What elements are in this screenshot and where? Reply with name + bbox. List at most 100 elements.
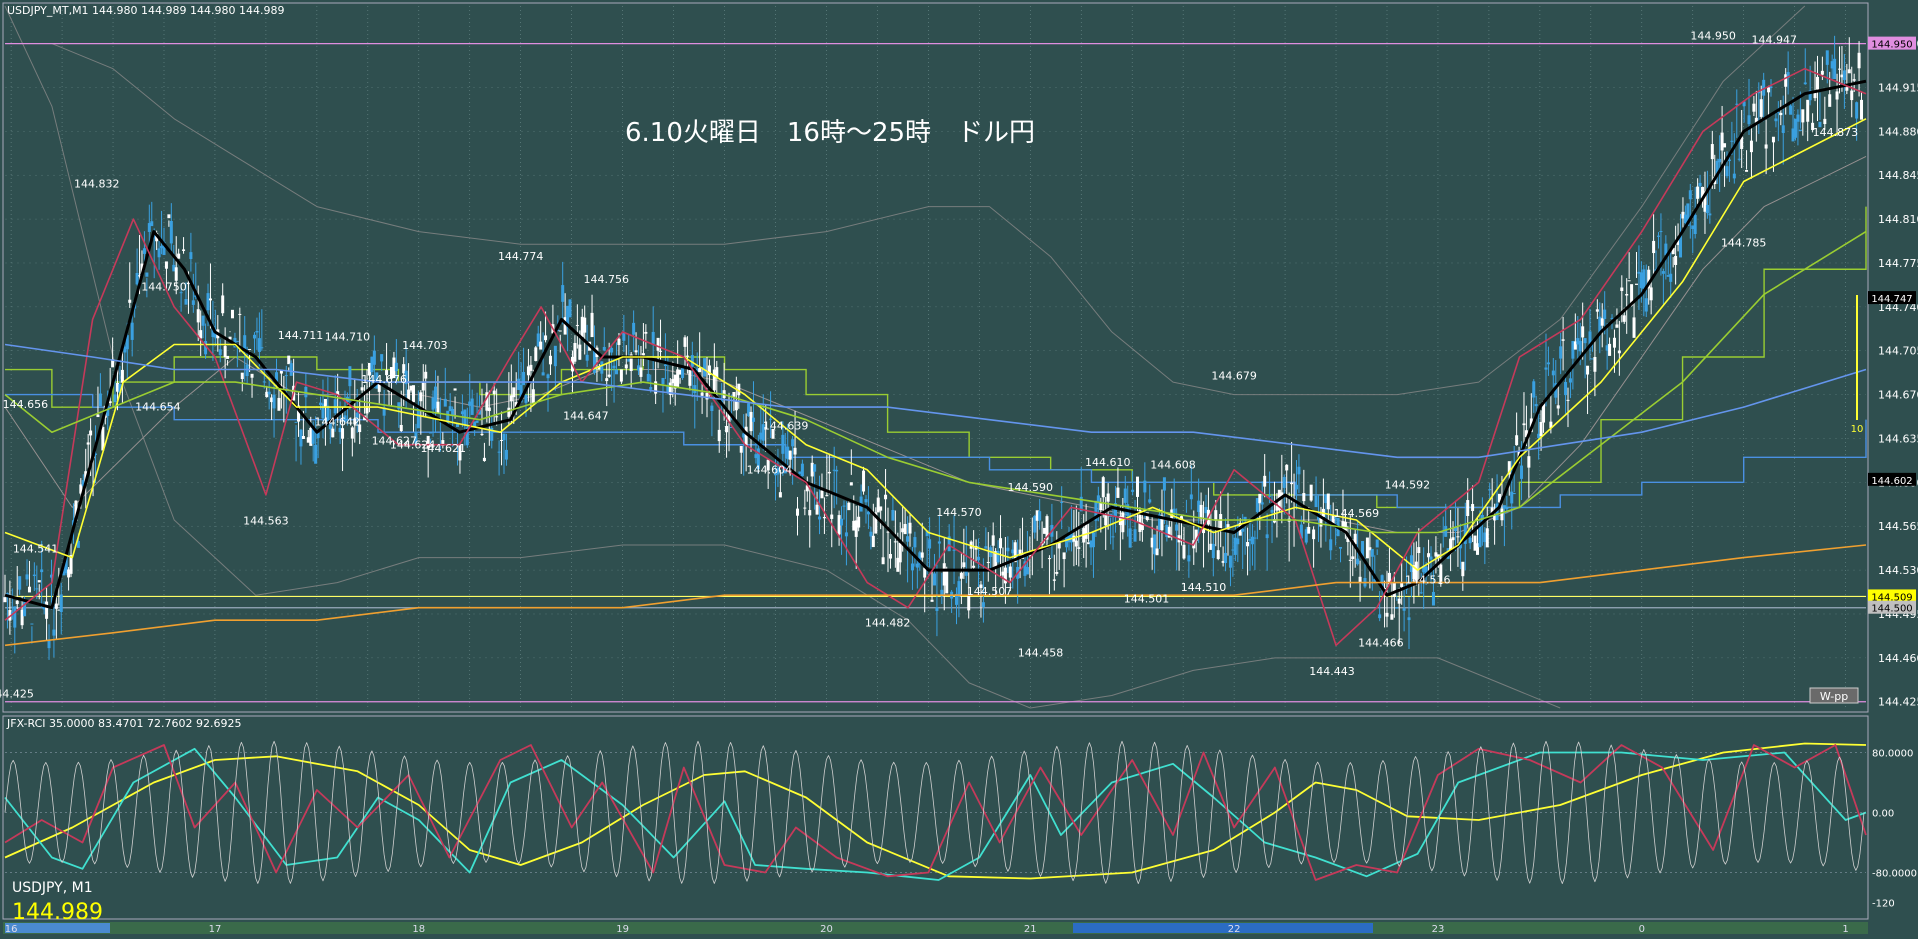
y-tick-label: 144.565 [1878, 520, 1918, 533]
candle-body [1696, 186, 1700, 199]
candle-body [1285, 464, 1289, 471]
candle-body [101, 426, 105, 451]
candle-body [597, 366, 601, 370]
candle-body [1544, 367, 1548, 370]
candle-body [1069, 532, 1073, 543]
series-line [4, 118, 1867, 571]
candle-body [1038, 511, 1042, 521]
candle-body [111, 359, 115, 368]
candle-body [1691, 225, 1695, 230]
candle-body [898, 542, 902, 563]
candle-body [1642, 269, 1646, 290]
candle-body [1241, 528, 1245, 532]
price-annotation: 144.711 [278, 329, 324, 342]
y-tick-label: 144.740 [1878, 301, 1918, 314]
candle-body [125, 335, 129, 350]
candle-body [1539, 421, 1543, 437]
candle-body [1089, 540, 1093, 548]
candle-body [1084, 522, 1088, 539]
candle-body [1233, 537, 1237, 555]
series-line [51, 5, 1806, 396]
candle-body [1231, 549, 1235, 551]
candle-body [1754, 117, 1758, 125]
candle-body [879, 506, 883, 511]
candle-body [446, 410, 450, 426]
candle-body [962, 562, 966, 568]
candle-body [1045, 516, 1049, 540]
candle-body [835, 469, 839, 472]
candle-body [1634, 283, 1638, 285]
candle-body [1424, 566, 1428, 577]
candle-body [492, 390, 496, 395]
candle-body [1488, 489, 1492, 491]
candle-body [1703, 191, 1707, 212]
candle-body [272, 394, 276, 409]
candle-body [526, 366, 530, 376]
candle-body [1011, 549, 1015, 554]
price-tag-label: 144.747 [1871, 294, 1912, 305]
candle-body [62, 564, 66, 576]
candle-body [211, 325, 215, 338]
candle-body [1175, 524, 1179, 531]
candle-body [138, 275, 142, 277]
candle-body [1006, 547, 1010, 552]
candle-body [1595, 309, 1599, 312]
last-price: 144.989 [12, 900, 103, 925]
candle-body [1725, 166, 1729, 177]
candle-body [1341, 521, 1345, 532]
candle-body [1656, 235, 1660, 237]
candle-body [1197, 500, 1201, 513]
candle-body [1603, 309, 1607, 319]
candle-body [475, 420, 479, 423]
candle-body [407, 389, 411, 402]
candle-body [957, 581, 961, 597]
candle-body [940, 589, 944, 597]
price-annotation: 144.832 [74, 178, 120, 191]
candle-body [375, 372, 379, 389]
candle-body [299, 429, 303, 447]
candle-body [1096, 495, 1100, 504]
price-tag-box [1868, 472, 1916, 486]
candle-body [1199, 504, 1203, 519]
x-axis-ticks: 16 17 18 19 20 21 22 23 0 1 [5, 924, 1849, 935]
candle-body [1326, 493, 1330, 510]
candle-body [1368, 547, 1372, 551]
candle-body [1189, 494, 1193, 500]
candle-body [1639, 272, 1643, 289]
candle-body [705, 392, 709, 400]
candle-body [712, 369, 716, 391]
rci-tick-label: -80.0000 [1872, 869, 1917, 880]
candle-body [688, 370, 692, 386]
candle-body [910, 563, 914, 571]
time-scrollbar[interactable] [3, 922, 1868, 934]
candle-body [896, 557, 900, 572]
candle-body [1576, 338, 1580, 345]
candle-body [1265, 534, 1269, 539]
candle-body [495, 416, 499, 418]
candle-body [1723, 143, 1727, 148]
candle-body [262, 381, 266, 383]
candle-body [1160, 515, 1164, 531]
candle-body [673, 374, 677, 389]
candle-body [431, 397, 435, 410]
candle-body [1701, 186, 1705, 200]
candle-body [353, 418, 357, 425]
candle-body [1461, 561, 1465, 577]
candle-body [773, 473, 777, 476]
candle-body [553, 345, 557, 367]
candle-body [612, 365, 616, 369]
candle-body [991, 535, 995, 546]
candle-body [512, 387, 516, 398]
price-annotation: 144.516 [1405, 574, 1451, 587]
candle-body [1718, 158, 1722, 163]
candle-body [1845, 87, 1849, 91]
candle-body [1302, 493, 1306, 502]
price-annotation: 144.466 [1358, 636, 1404, 649]
candle-body [634, 350, 638, 353]
price-annotation: 144.785 [1721, 236, 1767, 249]
candle-body [742, 433, 746, 438]
candle-body [695, 368, 699, 372]
candle-body [1246, 542, 1250, 547]
price-annotation: 144.676 [361, 373, 407, 386]
candle-body [981, 602, 985, 608]
